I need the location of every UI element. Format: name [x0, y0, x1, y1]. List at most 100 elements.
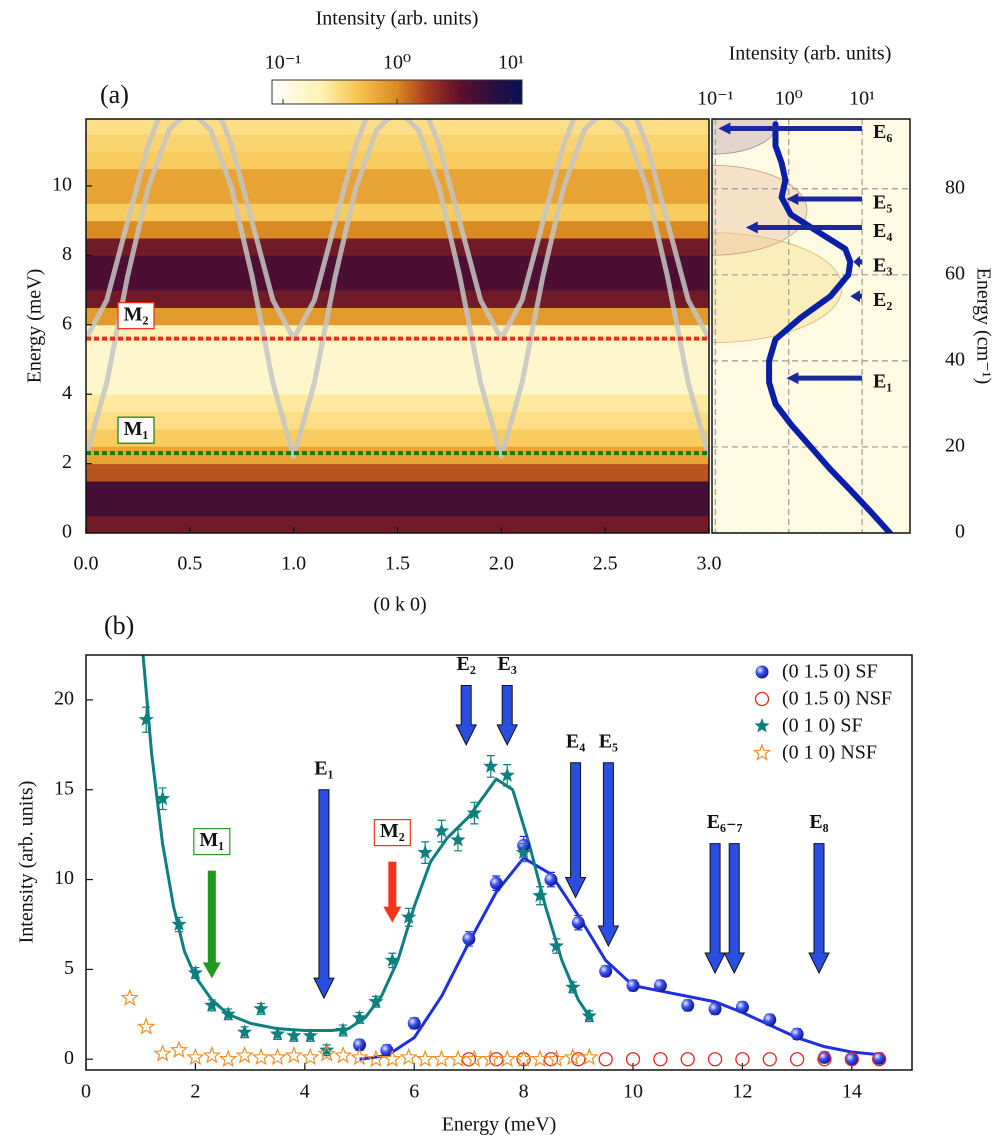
y-tick-label: 10 [52, 174, 72, 196]
x-tick-label: 12 [732, 1081, 752, 1103]
energy-label: E₁ [873, 371, 892, 393]
energy-label: E₅ [873, 192, 892, 214]
data-point [532, 887, 548, 903]
data-point [432, 1049, 451, 1068]
legend-label: (0 1 0) SF [782, 715, 863, 737]
data-point [735, 1000, 749, 1014]
x-tick-label: 10⁻¹ [697, 88, 734, 110]
heatmap-row [86, 342, 709, 360]
peak-shading [712, 232, 843, 344]
data-point [301, 1047, 320, 1066]
data-point [169, 1040, 189, 1059]
annotation-label: E₆₋₇ [707, 811, 743, 833]
x-tick-label: 8 [519, 1081, 529, 1103]
data-point [155, 790, 171, 806]
data-point [483, 758, 499, 773]
data-point [790, 1027, 804, 1041]
data-point [450, 832, 466, 847]
annotation-label: E₁ [314, 757, 333, 779]
data-point [136, 1017, 156, 1035]
data-point [762, 1052, 777, 1067]
data-point [399, 1047, 419, 1066]
data-point [187, 965, 203, 980]
data-point [204, 997, 220, 1012]
heatmap-row [86, 203, 709, 222]
legend-marker [752, 743, 772, 761]
legend-marker [754, 691, 770, 707]
panel-label: (b) [104, 611, 134, 640]
y-tick-label: 20 [54, 688, 74, 710]
y-axis-label: Intensity (arb. units) [16, 781, 38, 944]
colorbar-title: Intensity (arb. units) [316, 8, 479, 30]
heatmap-row [86, 480, 709, 499]
fit-line [141, 655, 591, 1032]
x-tick-label: 1.5 [385, 553, 410, 575]
data-point [514, 1049, 533, 1068]
profile-line [766, 121, 893, 533]
x-tick-label: 0 [81, 1081, 91, 1103]
colorbar-tick-label: 10⁰ [383, 52, 411, 74]
annotation-label: E₈ [809, 811, 828, 833]
profile-background [712, 119, 910, 533]
x-axis-label: Intensity (arb. units) [729, 43, 892, 65]
y2-tick-label: 40 [945, 348, 965, 370]
y-tick-label: 5 [64, 957, 74, 979]
data-point [708, 1002, 722, 1016]
heatmap-row [86, 220, 709, 239]
heatmap-row [86, 238, 709, 256]
heatmap-row [86, 185, 709, 204]
annotation-label: M₂ [380, 820, 405, 842]
energy-arrow [853, 255, 862, 268]
data-point [220, 1006, 236, 1021]
heatmap-row [86, 446, 709, 465]
energy-label: E₃ [873, 254, 892, 276]
y-tick-label: 4 [62, 382, 72, 404]
data-point [817, 1052, 832, 1067]
data-point [547, 1049, 566, 1068]
data-point [735, 1052, 750, 1067]
data-point [235, 1045, 254, 1064]
data-point [681, 998, 695, 1012]
data-point [448, 1049, 468, 1068]
y2-tick-label: 20 [945, 435, 965, 457]
data-point [497, 1049, 517, 1068]
colorbar-tick-label: 10¹ [498, 52, 524, 74]
y2-tick-label: 80 [945, 176, 965, 198]
data-point [707, 1052, 723, 1067]
data-point [302, 1027, 318, 1043]
data-point [120, 988, 140, 1006]
data-point [599, 964, 613, 978]
y-tick-label: 10 [54, 867, 74, 889]
data-point [153, 1044, 172, 1062]
heatmap-row [86, 394, 709, 413]
heatmap-row [86, 151, 709, 170]
y-tick-label: 0 [64, 1047, 74, 1069]
data-point [581, 1008, 597, 1023]
annotation-arrow [723, 843, 746, 975]
x-tick-label: 6 [409, 1081, 419, 1103]
data-point [383, 1049, 402, 1068]
heatmap-row [86, 463, 709, 482]
annotation-arrow [704, 843, 726, 975]
data-point [186, 1047, 205, 1066]
data-point [335, 1022, 351, 1037]
data-point [401, 909, 417, 924]
data-point [268, 1047, 287, 1066]
y-tick-label: 6 [62, 312, 72, 334]
data-point [407, 1016, 421, 1030]
x-tick-label: 0.0 [74, 553, 99, 575]
data-point [626, 979, 640, 993]
data-point [380, 1043, 394, 1057]
x-tick-label: 2.0 [489, 553, 514, 575]
data-point [384, 952, 400, 967]
mode-label: M₁ [124, 418, 149, 440]
data-point [171, 916, 187, 931]
annotation-label: E₂ [457, 653, 476, 675]
x-axis-label: Energy (meV) [442, 1114, 557, 1136]
heatmap-row [86, 411, 709, 430]
legend-label: (0 1.5 0) SF [782, 661, 878, 683]
data-point [872, 1052, 887, 1067]
y2-axis-label: Energy (cm⁻¹) [972, 268, 994, 385]
annotation-arrow [597, 762, 620, 948]
data-point [579, 1047, 599, 1066]
